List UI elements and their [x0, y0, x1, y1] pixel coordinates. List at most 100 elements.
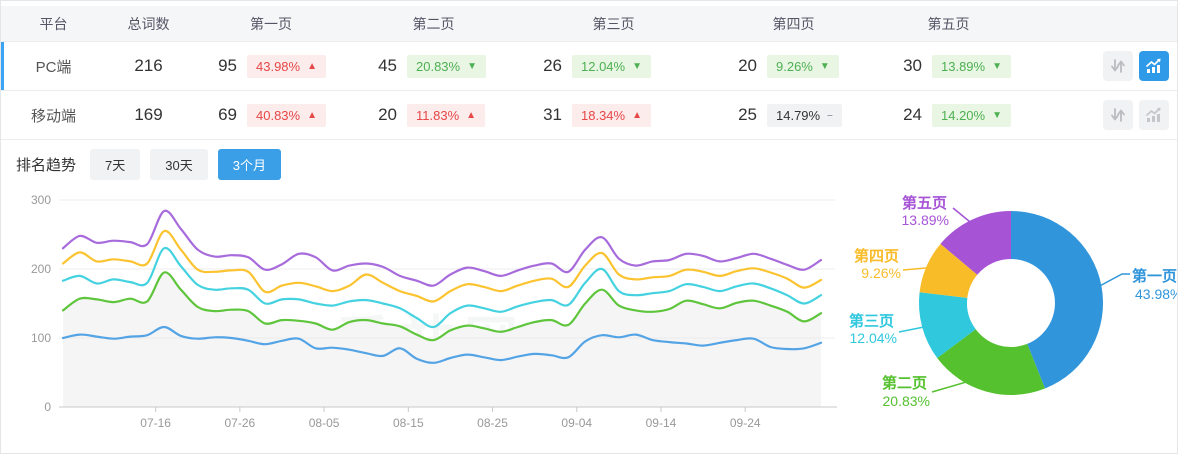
col-header-total: 总词数: [127, 15, 170, 32]
up-down-arrows-icon: [1111, 108, 1125, 122]
percent-badge: 18.34% ▲: [572, 103, 651, 127]
percent-value: 14.79%: [776, 107, 821, 123]
x-tick-label: 07-16: [140, 416, 171, 430]
selected-row-indicator: [1, 42, 4, 90]
pie-label-percent: 43.98%: [1135, 286, 1177, 302]
page-count: 69: [218, 105, 237, 124]
down-triangle-icon: ▼: [467, 60, 477, 72]
page-count: 95: [218, 56, 237, 75]
pie-label-name: 第三页: [849, 312, 894, 330]
page4-cell: 25 14.79% –: [711, 103, 876, 127]
table-row[interactable]: 移动端 169 69 40.83% ▲ 20 11.83% ▲ 31 18.34% ▲ 25 14.79…: [1, 91, 1177, 140]
percent-value: 20.83%: [416, 58, 461, 74]
trend-header: 排名趋势 7天 30天 3个月: [16, 149, 291, 180]
page-count: 20: [378, 105, 397, 124]
sort-button[interactable]: [1103, 100, 1133, 130]
table-row[interactable]: PC端 216 95 43.98% ▲ 45 20.83% ▼ 26 12.04% ▼ 20 9.26%…: [1, 42, 1177, 91]
pie-label-name: 第二页: [882, 374, 927, 392]
pie-label-leader: [902, 267, 927, 271]
pie-label-leader: [1095, 273, 1130, 289]
down-triangle-icon: ▼: [819, 60, 830, 72]
page1-cell: 69 40.83% ▲: [191, 103, 351, 127]
page5-cell: 30 13.89% ▼: [876, 54, 1021, 78]
trend-section-title: 排名趋势: [16, 157, 77, 174]
y-tick-label: 300: [31, 193, 51, 207]
percent-value: 9.26%: [776, 58, 813, 74]
range-tab-7d[interactable]: 7天: [90, 149, 141, 180]
pie-label-leader: [931, 375, 988, 393]
x-tick-label: 09-04: [561, 416, 592, 430]
x-tick-label: 07-26: [225, 416, 256, 430]
flat-dash-icon: –: [827, 109, 833, 121]
total-keywords-count: 169: [134, 105, 163, 124]
pie-label-percent: 12.04%: [850, 330, 897, 346]
line-chart-icon: [1146, 58, 1161, 73]
pie-label-percent: 9.26%: [861, 265, 901, 281]
platform-name: 移动端: [30, 107, 76, 125]
percent-value: 18.34%: [581, 107, 626, 123]
col-header-platform: 平台: [39, 15, 68, 32]
pie-slice-第二页[interactable]: [937, 329, 1045, 396]
percent-badge: 11.83% ▲: [407, 103, 486, 127]
col-header-page2: 第二页: [412, 15, 455, 32]
page-count: 45: [378, 56, 397, 75]
col-header-page1: 第一页: [250, 15, 292, 32]
page-count: 24: [903, 105, 922, 124]
table-body: PC端 216 95 43.98% ▲ 45 20.83% ▼ 26 12.04% ▼ 20 9.26%…: [1, 42, 1177, 140]
area-fill-第二页: [63, 272, 821, 407]
total-keywords-count: 216: [134, 56, 163, 75]
percent-value: 40.83%: [256, 107, 301, 123]
x-tick-label: 08-05: [309, 416, 340, 430]
percent-value: 13.89%: [941, 58, 986, 74]
pie-slice-第三页[interactable]: [918, 292, 976, 358]
percent-badge: 12.04% ▼: [572, 54, 651, 78]
y-tick-label: 200: [31, 262, 51, 276]
percent-badge: 14.20% ▼: [932, 103, 1011, 127]
percent-badge: 13.89% ▼: [932, 54, 1011, 78]
page3-cell: 26 12.04% ▼: [516, 54, 711, 78]
trend-line-第三页: [61, 246, 823, 329]
pie-label-percent: 13.89%: [902, 212, 949, 228]
percent-badge: 14.79% –: [767, 103, 842, 127]
platform-name: PC端: [35, 58, 72, 76]
up-triangle-icon: ▲: [466, 109, 477, 121]
up-triangle-icon: ▲: [632, 109, 642, 121]
trend-line-第二页: [61, 271, 823, 342]
page1-cell: 95 43.98% ▲: [191, 54, 351, 78]
col-header-page5: 第五页: [927, 15, 970, 32]
percent-badge: 40.83% ▲: [247, 103, 326, 127]
pie-slice-第一页[interactable]: [1011, 211, 1104, 389]
percent-value: 14.20%: [941, 107, 986, 123]
trend-line-第四页: [61, 229, 823, 303]
pie-slice-第五页[interactable]: [940, 211, 1012, 275]
percent-value: 11.83%: [416, 107, 460, 123]
rank-table: 平台 总词数 第一页 第二页 第三页 第四页 第五页 PC端 216 95 43.98…: [1, 1, 1177, 140]
pie-label-percent: 20.83%: [883, 393, 930, 409]
percent-badge: 9.26% ▼: [767, 54, 839, 78]
page5-cell: 24 14.20% ▼: [876, 103, 1021, 127]
x-tick-label: 09-14: [646, 416, 677, 430]
pie-label-leader: [952, 207, 976, 227]
y-tick-label: 0: [44, 400, 51, 414]
up-down-arrows-icon: [1111, 59, 1125, 73]
down-triangle-icon: ▼: [992, 60, 1002, 72]
range-tab-3m[interactable]: 3个月: [217, 149, 281, 180]
range-tab-30d[interactable]: 30天: [150, 149, 208, 180]
show-trend-chart-button[interactable]: [1139, 100, 1169, 130]
show-trend-chart-button[interactable]: [1139, 51, 1169, 81]
trend-line-第五页: [61, 209, 823, 287]
pie-slice-第四页[interactable]: [919, 243, 978, 298]
row-actions: [1021, 100, 1177, 130]
sort-button[interactable]: [1103, 51, 1133, 81]
y-tick-label: 100: [31, 331, 51, 345]
col-header-page4: 第四页: [772, 15, 815, 32]
page-count: 20: [738, 56, 757, 75]
down-triangle-icon: ▼: [992, 109, 1002, 121]
page2-cell: 20 11.83% ▲: [351, 103, 516, 127]
pie-label-name: 第一页: [1132, 267, 1177, 285]
pie-label-leader: [898, 326, 925, 333]
percent-value: 43.98%: [256, 58, 301, 74]
row-actions: [1021, 51, 1177, 81]
pie-label-name: 第五页: [902, 194, 947, 212]
